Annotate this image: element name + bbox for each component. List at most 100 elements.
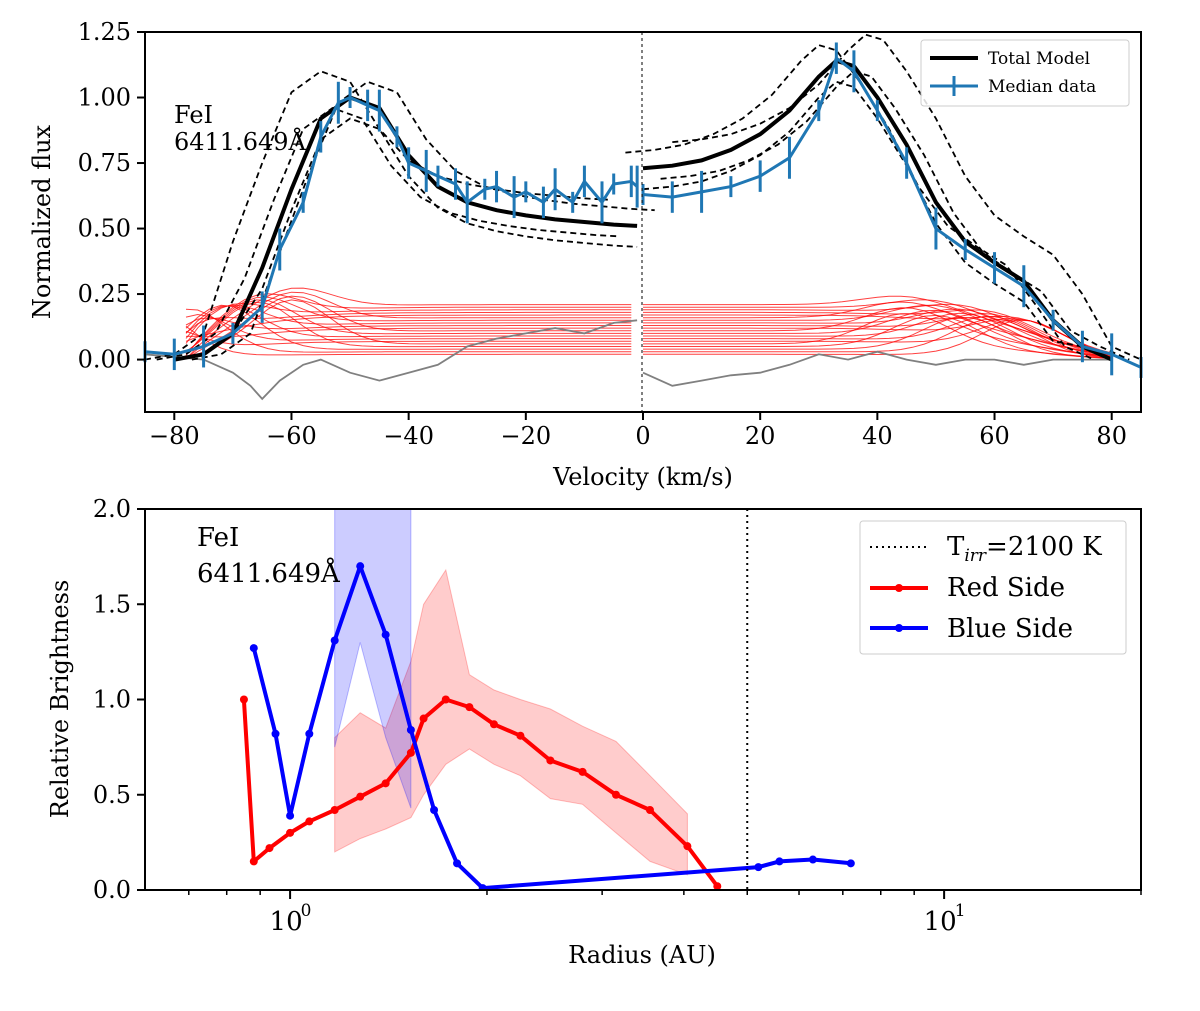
- model-envelope-line: [156, 106, 620, 361]
- bottom-y-tick-label: 2.0: [93, 495, 131, 523]
- blue-side-point: [356, 562, 365, 571]
- legend-blue-side-label: Blue Side: [947, 614, 1073, 644]
- top-y-tick-label: 0.75: [78, 149, 131, 177]
- red-side-point: [330, 805, 339, 814]
- top-x-tick-label: −60: [266, 422, 317, 450]
- red-side-point: [265, 844, 274, 853]
- legend-red-side-marker: [895, 584, 903, 592]
- blue-side-point: [430, 805, 439, 814]
- top-y-axis-label: Normalized flux: [28, 124, 56, 319]
- model-component-line: [185, 313, 632, 341]
- blue-side-point: [775, 857, 784, 866]
- top-y-tick-label: 0.25: [78, 280, 131, 308]
- blue-side-point: [808, 855, 817, 864]
- red-side-point: [305, 817, 314, 826]
- red-side-point: [249, 857, 258, 866]
- model-component-line: [643, 312, 1112, 358]
- bottom-y-tick-label: 0.5: [93, 781, 131, 809]
- total-model-line-red-side: [642, 58, 1113, 362]
- model-component-line: [185, 304, 632, 350]
- top-legend: Total Model Median data: [920, 39, 1130, 107]
- blue-side-point: [381, 630, 390, 639]
- model-component-line: [643, 299, 1112, 355]
- legend-t-irr-label: Tirr=2100 K: [947, 532, 1102, 566]
- model-component-line: [185, 299, 632, 354]
- bottom-x-tick-exponent: 1: [955, 901, 966, 921]
- top-x-tick-label: 0: [635, 422, 650, 450]
- blue-side-point: [406, 725, 415, 734]
- blue-side-point: [330, 636, 339, 645]
- top-annotation-line2: 6411.649Å: [174, 127, 307, 156]
- legend-t-irr-value: =2100 K: [986, 532, 1102, 562]
- top-panel: −80 −60 −40 −20 0 20 40 60 80 0.00 0.25 0.50 0.75 1.0…: [28, 18, 1143, 491]
- bottom-annotation-line1: FeI: [197, 523, 239, 553]
- red-side-point: [546, 756, 555, 765]
- model-envelope-line: [672, 33, 1142, 361]
- blue-side-point: [249, 644, 258, 653]
- bottom-annotation-line2: 6411.649Å: [197, 557, 341, 589]
- red-side-point: [713, 882, 722, 890]
- residual-line: [642, 350, 1112, 387]
- residual-line: [144, 319, 638, 401]
- blue-side-point: [754, 863, 763, 872]
- bottom-y-axis-label: Relative Brightness: [46, 580, 74, 819]
- bottom-x-tick-label: 10: [270, 907, 303, 937]
- model-component-line: [643, 304, 1112, 356]
- top-x-tick-label: −80: [149, 422, 200, 450]
- blue-side-point: [286, 811, 295, 820]
- top-x-tick-label: 60: [979, 422, 1010, 450]
- bottom-legend-box: [859, 520, 1127, 655]
- bottom-series: [239, 509, 855, 890]
- model-component-line: [643, 309, 1112, 355]
- red-side-point: [406, 748, 415, 757]
- legend-t-irr-subscript: irr: [964, 546, 987, 566]
- red-side-point: [612, 790, 621, 799]
- red-side-point: [645, 805, 654, 814]
- top-x-tick-label: −40: [383, 422, 434, 450]
- model-component-line: [185, 304, 632, 339]
- model-component-line: [185, 299, 632, 360]
- model-component-line: [643, 312, 1112, 356]
- red-side-point: [356, 792, 365, 801]
- median-data-line-blue-side: [144, 95, 639, 356]
- top-y-tick-label: 1.00: [78, 84, 131, 112]
- red-side-point: [578, 767, 587, 776]
- red-side-point: [489, 720, 498, 729]
- model-component-line: [643, 303, 1112, 355]
- red-side-point: [419, 714, 428, 723]
- blue-side-point: [305, 729, 314, 738]
- top-x-tick-label: −20: [500, 422, 551, 450]
- top-model-components: [144, 287, 1112, 401]
- model-component-line: [185, 311, 632, 334]
- top-x-axis-label: Velocity (km/s): [552, 463, 733, 491]
- model-component-line: [643, 319, 1112, 356]
- top-x-tick-label: 40: [862, 422, 893, 450]
- legend-total-model-label: Total Model: [988, 49, 1090, 69]
- bottom-y-tick-label: 0.0: [93, 876, 131, 904]
- bottom-y-tick-label: 1.5: [93, 590, 131, 618]
- model-component-line: [643, 316, 1112, 358]
- model-component-line: [185, 293, 632, 356]
- model-envelope-line: [660, 70, 1130, 361]
- top-series: [143, 33, 1143, 378]
- model-envelope-line: [642, 80, 1113, 361]
- red-side-uncertainty-band: [334, 568, 688, 876]
- red-side-point: [286, 828, 295, 837]
- top-ticks: −80 −60 −40 −20 0 20 40 60 80 0.00 0.25 0.50 0.75 1.0…: [78, 18, 1127, 450]
- bottom-y-tick-label: 1.0: [93, 686, 131, 714]
- legend-red-side-label: Red Side: [947, 573, 1065, 603]
- model-component-line: [185, 317, 632, 330]
- model-component-line: [185, 314, 632, 342]
- top-y-tick-label: 0.50: [78, 215, 131, 243]
- bottom-legend: Tirr=2100 K Red Side Blue Side: [859, 520, 1127, 655]
- red-side-point: [441, 695, 450, 704]
- bottom-x-tick-exponent: 0: [301, 901, 312, 921]
- blue-side-point: [846, 859, 855, 868]
- red-side-point: [516, 731, 525, 740]
- model-component-line: [185, 330, 632, 346]
- red-side-point: [381, 779, 390, 788]
- model-component-line: [185, 296, 632, 355]
- top-y-tick-label: 1.25: [78, 18, 131, 46]
